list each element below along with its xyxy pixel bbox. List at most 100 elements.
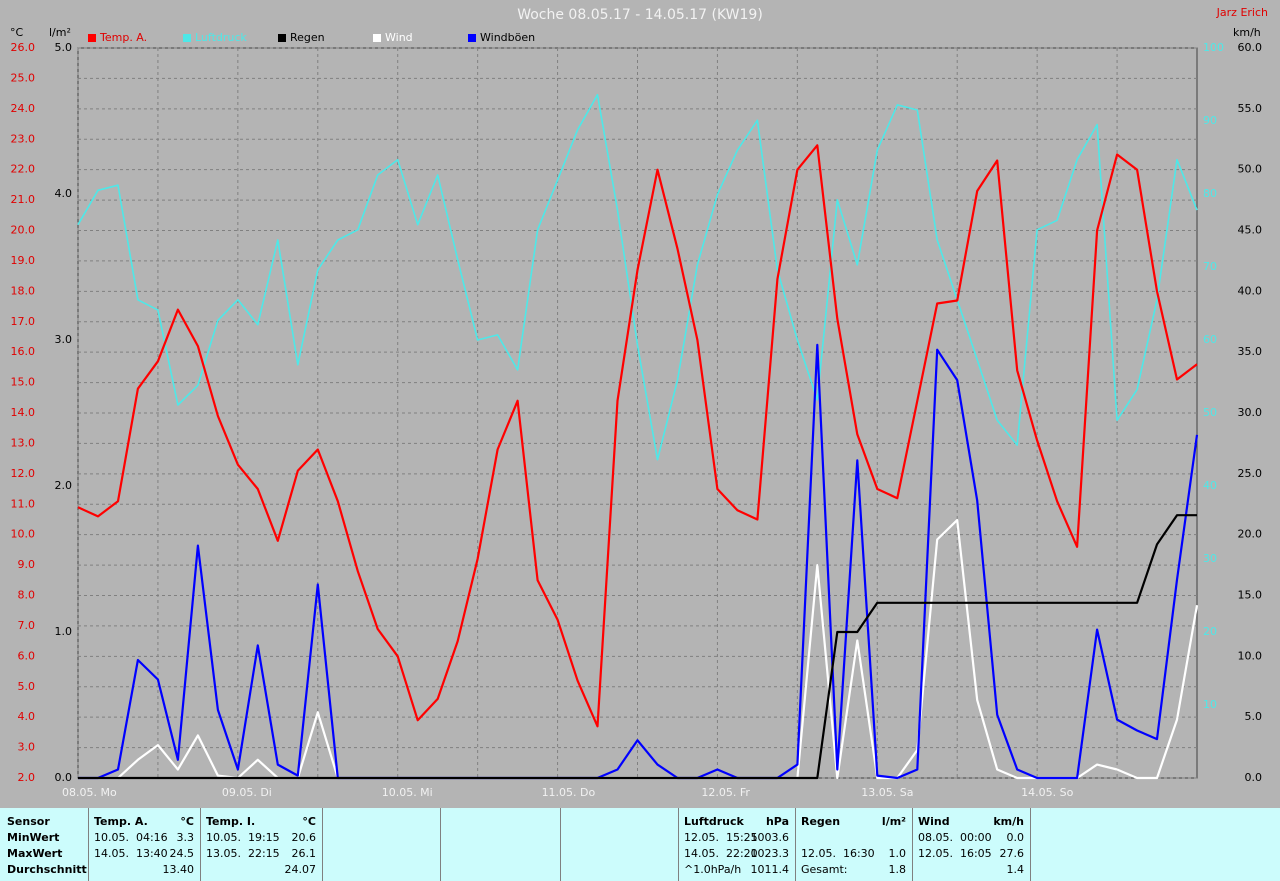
table-cell: 20.6	[291, 831, 317, 844]
y-tick-label: 20.0	[1238, 528, 1263, 541]
table-cell: Luftdruck	[684, 815, 744, 828]
y-tick-label: 8.0	[18, 589, 36, 602]
legend-swatch	[468, 34, 476, 42]
x-tick-label: 12.05. Fr	[701, 786, 750, 799]
y-tick-label: 13.0	[11, 436, 36, 449]
table-cell: 1.8	[888, 863, 907, 876]
y-tick-label: 11.0	[11, 497, 36, 510]
table-cell: 1.4	[1006, 863, 1025, 876]
legend-swatch	[88, 34, 96, 42]
y-tick-label: 0.0	[1245, 771, 1263, 784]
y-tick-label: 50	[1203, 406, 1217, 419]
table-cell: Temp. I.	[206, 815, 256, 828]
table-cell: 12.05. 16:05	[918, 847, 992, 860]
axis-unit: km/h	[1233, 26, 1261, 39]
table-cell: Gesamt:	[801, 863, 848, 876]
credit: Jarz Erich	[1216, 6, 1268, 19]
table-cell: 1011.4	[750, 863, 790, 876]
y-tick-label: 40.0	[1238, 284, 1263, 297]
y-tick-label: 50.0	[1238, 163, 1263, 176]
axis-unit: °C	[10, 26, 24, 39]
table-cell: Sensor	[7, 815, 50, 828]
table-cell: 1023.3	[750, 847, 790, 860]
y-tick-label: 23.0	[11, 132, 36, 145]
separator	[912, 808, 913, 881]
legend-swatch	[373, 34, 381, 42]
table-cell: 27.6	[999, 847, 1025, 860]
y-tick-label: 20	[1203, 625, 1217, 638]
series-line	[77, 93, 1198, 461]
y-tick-label: 30	[1203, 552, 1217, 565]
separator	[795, 808, 796, 881]
axis-unit: l/m²	[49, 26, 71, 39]
table-cell: °C	[180, 815, 194, 828]
x-tick-label: 10.05. Mi	[382, 786, 433, 799]
y-tick-label: 7.0	[18, 619, 36, 632]
y-tick-label: 4.0	[18, 710, 36, 723]
table-cell: 26.1	[291, 847, 317, 860]
table-cell: MaxWert	[7, 847, 63, 860]
x-tick-label: 08.05. Mo	[62, 786, 117, 799]
table-cell: 24.5	[169, 847, 195, 860]
table-cell: MinWert	[7, 831, 60, 844]
y-tick-label: 45.0	[1238, 224, 1263, 237]
y-tick-label: 5.0	[1245, 710, 1263, 723]
y-tick-label: 0.0	[55, 771, 73, 784]
separator	[1030, 808, 1031, 881]
table-cell: 1.0	[888, 847, 907, 860]
y-tick-label: 20.0	[11, 224, 36, 237]
table-cell: 10.05. 04:16	[94, 831, 168, 844]
x-tick-label: 13.05. Sa	[861, 786, 913, 799]
y-tick-label: 5.0	[55, 41, 73, 54]
series-line	[78, 514, 1197, 780]
table-cell: l/m²	[881, 815, 906, 828]
y-tick-label: 9.0	[18, 558, 36, 571]
y-tick-label: 60	[1203, 333, 1217, 346]
table-cell: 24.07	[284, 863, 317, 876]
y-tick-label: 100	[1203, 41, 1224, 54]
table-cell: 13.40	[162, 863, 195, 876]
y-tick-label: 4.0	[55, 187, 73, 200]
separator	[88, 808, 89, 881]
y-tick-label: 21.0	[11, 193, 36, 206]
table-cell: hPa	[765, 815, 789, 828]
y-tick-label: 10	[1203, 698, 1217, 711]
y-tick-label: 60.0	[1238, 41, 1263, 54]
legend-label: Temp. A.	[99, 31, 147, 44]
table-cell: ^1.0hPa/h	[684, 863, 742, 876]
table-cell: 0.0	[1006, 831, 1025, 844]
y-tick-label: 90	[1203, 114, 1217, 127]
table-cell: Wind	[918, 815, 950, 828]
legend-label: Luftdruck	[195, 31, 247, 44]
chart: Woche 08.05.17 - 14.05.17 (KW19) Jarz Er…	[10, 6, 1268, 799]
y-tick-label: 15.0	[11, 376, 36, 389]
x-tick-label: 09.05. Di	[222, 786, 272, 799]
y-tick-label: 80	[1203, 187, 1217, 200]
y-tick-label: 70	[1203, 260, 1217, 273]
table-cell: Temp. A.	[94, 815, 148, 828]
table-cell: Durchschnitt	[7, 863, 87, 876]
table-cell: 14.05. 22:20	[684, 847, 758, 860]
table-cell: °C	[302, 815, 316, 828]
table-cell: 12.05. 16:30	[801, 847, 875, 860]
series-line	[77, 144, 1198, 728]
y-tick-label: 18.0	[11, 284, 36, 297]
table-cell: 13.05. 22:15	[206, 847, 280, 860]
y-tick-label: 14.0	[11, 406, 36, 419]
y-tick-label: 35.0	[1238, 345, 1263, 358]
table-cell: km/h	[993, 815, 1024, 828]
legend-label: Windböen	[480, 31, 535, 44]
legend-swatch	[183, 34, 191, 42]
chart-title: Woche 08.05.17 - 14.05.17 (KW19)	[517, 7, 763, 23]
y-tick-label: 55.0	[1238, 102, 1263, 115]
table-cell: 10.05. 19:15	[206, 831, 280, 844]
stats-table: Sensor MinWert MaxWert Durchschnitt Temp. A.…	[0, 808, 1280, 881]
table-cell: 08.05. 00:00	[918, 831, 992, 844]
legend-label: Regen	[290, 31, 325, 44]
y-tick-label: 24.0	[11, 102, 36, 115]
separator	[322, 808, 323, 881]
table-cell: 3.3	[176, 831, 195, 844]
separator	[440, 808, 441, 881]
y-tick-label: 1.0	[55, 625, 73, 638]
y-tick-label: 10.0	[11, 528, 36, 541]
